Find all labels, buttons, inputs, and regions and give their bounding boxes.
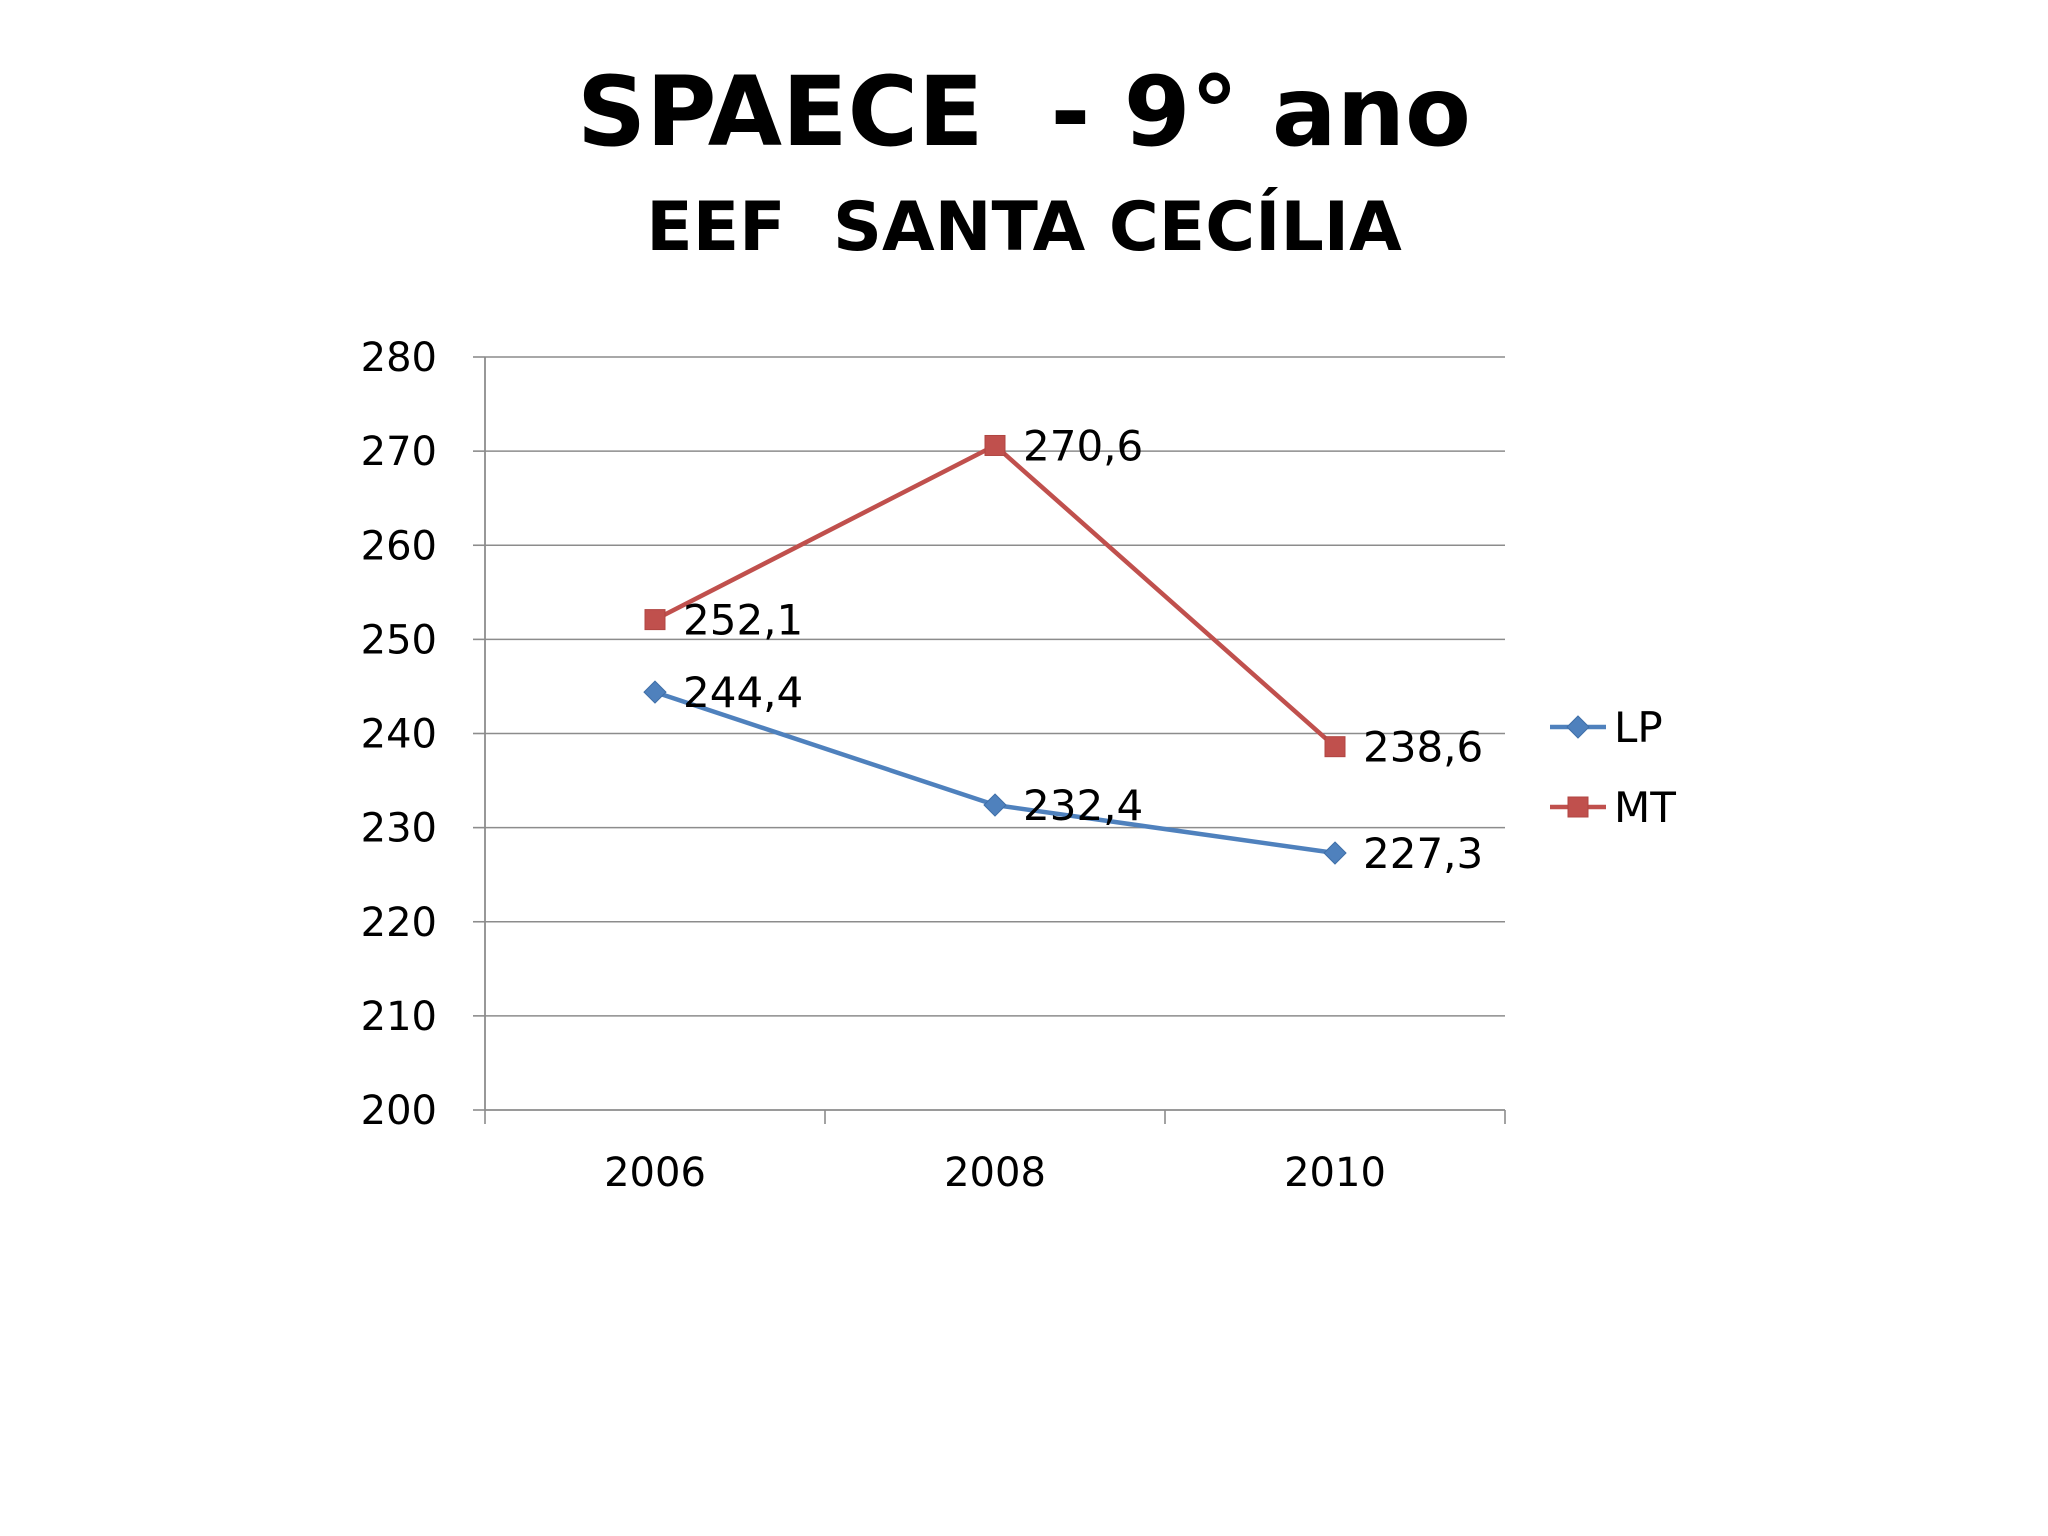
legend-label-mt: MT (1614, 783, 1676, 832)
legend-marker-mt (1567, 796, 1589, 818)
data-point-mt (644, 609, 666, 631)
data-point-mt (984, 434, 1006, 456)
data-point-lp (983, 793, 1007, 817)
y-tick-label: 250 (361, 617, 437, 663)
y-tick-label: 240 (361, 712, 437, 758)
data-label-mt: 252,1 (683, 596, 803, 645)
data-label-lp: 244,4 (683, 668, 803, 717)
y-tick-label: 260 (361, 523, 437, 569)
legend-label-lp: LP (1614, 703, 1663, 752)
x-tick-label: 2010 (1284, 1150, 1386, 1196)
data-label-lp: 232,4 (1023, 781, 1143, 830)
y-tick-label: 280 (361, 335, 437, 381)
data-label-mt: 238,6 (1363, 723, 1483, 772)
data-point-lp (643, 680, 667, 704)
chart-series (643, 434, 1347, 865)
x-tick-label: 2006 (604, 1150, 706, 1196)
y-tick-label: 210 (361, 994, 437, 1040)
data-point-lp (1323, 841, 1347, 865)
data-point-mt (1324, 736, 1346, 758)
data-label-mt: 270,6 (1023, 421, 1143, 470)
y-tick-label: 200 (361, 1088, 437, 1134)
slide-subtitle: EEF SANTA CECÍLIA (646, 188, 1402, 267)
x-tick-label: 2008 (944, 1150, 1046, 1196)
data-label-lp: 227,3 (1363, 829, 1483, 878)
chart-legend: LP MT (1550, 703, 1676, 832)
slide-title: SPAECE - 9° ano (577, 56, 1471, 168)
y-tick-label: 220 (361, 900, 437, 946)
chart-gridlines (485, 356, 1505, 1017)
chart-axes: 200 210 220 230 240 250 260 270 280 2006 2008 2010 (361, 335, 1506, 1196)
legend-marker-lp (1566, 715, 1590, 739)
y-tick-label: 230 (361, 806, 437, 852)
y-tick-label: 270 (361, 429, 437, 475)
chart-data-labels: 244,4 232,4 227,3 252,1 270,6 238,6 (683, 421, 1483, 878)
